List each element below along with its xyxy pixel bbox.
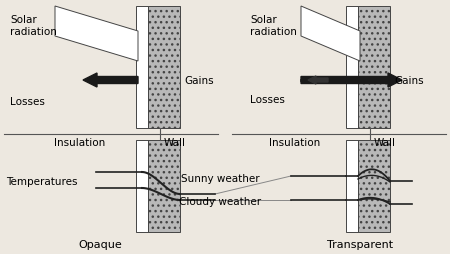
Text: Insulation: Insulation [54, 137, 106, 147]
Text: Gains: Gains [184, 76, 214, 86]
Bar [346, 7, 358, 129]
Text: Solar
radiation: Solar radiation [250, 15, 297, 37]
FancyArrow shape [301, 74, 402, 88]
Text: Gains: Gains [394, 76, 423, 86]
Bar [148, 7, 180, 129]
Polygon shape [55, 7, 138, 62]
Text: Opaque: Opaque [78, 239, 122, 249]
Bar [136, 7, 148, 129]
Text: Insulation: Insulation [270, 137, 320, 147]
Text: Sunny weather: Sunny weather [181, 173, 259, 183]
Text: Solar
radiation: Solar radiation [10, 15, 57, 37]
Polygon shape [301, 7, 360, 62]
Text: Wall: Wall [374, 137, 396, 147]
Bar [358, 7, 390, 129]
Bar [148, 140, 180, 232]
FancyArrow shape [308, 77, 328, 85]
Text: Losses: Losses [10, 97, 45, 107]
Bar [136, 140, 148, 232]
FancyArrow shape [83, 74, 138, 88]
Text: Temperatures: Temperatures [6, 176, 77, 186]
Bar [358, 140, 390, 232]
Text: Cloudy weather: Cloudy weather [179, 196, 261, 206]
Text: Losses: Losses [250, 95, 285, 105]
Text: Transparent: Transparent [327, 239, 393, 249]
Text: Wall: Wall [164, 137, 186, 147]
Bar [346, 140, 358, 232]
